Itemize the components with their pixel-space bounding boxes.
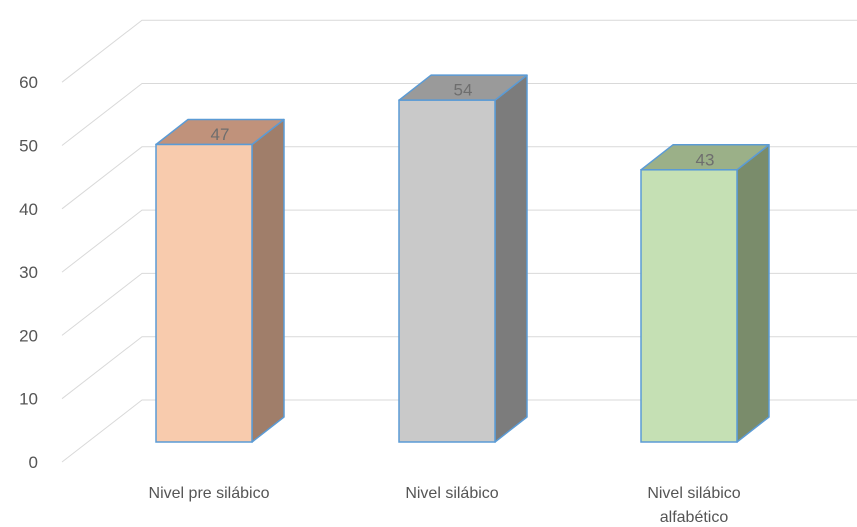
bar-0 [155,118,285,443]
y-tick-label-40: 40 [19,200,38,219]
bar-front-2 [640,169,738,443]
y-tick-label-20: 20 [19,326,38,345]
gridline-40 [61,146,857,210]
data-label-1: 54 [454,81,473,100]
y-axis-ticks: 0 10 20 30 40 50 60 [19,73,38,472]
data-label-0: 47 [211,125,230,144]
gridline-0 [61,399,857,463]
data-label-2: 43 [696,150,715,169]
bar-side-0 [251,118,285,443]
bar-side-2 [736,144,770,443]
gridline-50 [61,83,857,146]
bar-side-1 [494,74,528,443]
gridlines [61,19,857,463]
y-tick-label-0: 0 [29,453,38,472]
gridline-60 [61,19,857,83]
bar-1 [398,74,528,443]
category-labels: Nivel pre silábico Nivel silábico Nivel si… [149,485,741,526]
category-label-2: Nivel silábico alfabético [647,485,740,526]
bars [155,74,770,443]
bar-front-1 [398,99,496,443]
bar-front-0 [155,143,253,443]
bar-2 [640,144,770,443]
y-tick-label-50: 50 [19,137,38,156]
data-labels: 47 54 43 [211,81,715,170]
category-label-1: Nivel silábico [405,485,498,502]
gridline-10 [61,336,857,400]
y-tick-label-10: 10 [19,390,38,409]
y-tick-label-60: 60 [19,73,38,92]
y-tick-label-30: 30 [19,263,38,282]
category-label-0: Nivel pre silábico [149,485,270,502]
gridline-30 [61,209,857,273]
gridline-20 [61,272,857,336]
